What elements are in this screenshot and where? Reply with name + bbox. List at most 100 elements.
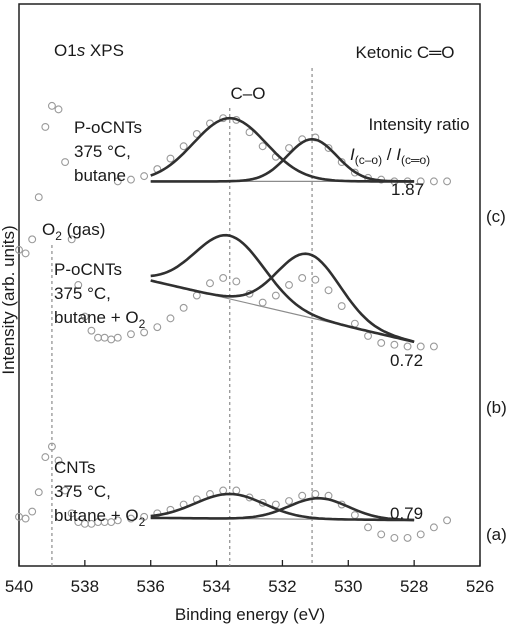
data-point — [416, 177, 425, 186]
data-point — [271, 291, 280, 300]
x-tick-label: 534 — [202, 577, 230, 596]
data-point — [140, 512, 149, 521]
label-a-line2: 375 °C, — [54, 482, 111, 501]
series-0 — [113, 114, 452, 186]
y-axis-title: Intensity (arb. units) — [0, 225, 18, 374]
data-point — [21, 514, 30, 523]
data-point — [47, 101, 56, 110]
ketonic-label: Ketonic C═O — [356, 43, 455, 62]
data-point — [337, 302, 346, 311]
x-tick-label: 538 — [71, 577, 99, 596]
data-point — [232, 277, 241, 286]
data-point — [41, 453, 50, 462]
data-point — [61, 486, 70, 495]
intensity-ratio-formula: I(c–o) / I(c═o) — [350, 145, 430, 167]
data-point — [80, 312, 89, 321]
x-tick-label: 540 — [5, 577, 33, 596]
data-point — [87, 326, 96, 335]
data-point — [232, 486, 241, 495]
data-point — [416, 530, 425, 539]
data-point — [21, 249, 30, 258]
data-point — [245, 128, 254, 137]
data-point — [403, 342, 412, 351]
data-point — [166, 314, 175, 323]
o2-gas-label: O2 (gas) — [42, 220, 105, 243]
data-point — [298, 274, 307, 282]
data-point — [113, 333, 122, 342]
series-tag-c: (c) — [486, 207, 506, 226]
label-b-line2: 375 °C, — [54, 284, 111, 303]
data-point — [113, 177, 122, 186]
data-point — [127, 514, 135, 523]
data-point — [47, 442, 56, 451]
series-1 — [15, 101, 438, 351]
data-point — [337, 158, 346, 167]
data-point — [219, 274, 228, 282]
data-point — [34, 488, 43, 497]
data-point — [377, 339, 386, 347]
label-b-line1: P-oCNTs — [54, 260, 122, 279]
fit-peak-1 — [150, 252, 415, 343]
data-point — [127, 175, 135, 184]
data-point — [74, 281, 83, 289]
data-point — [206, 279, 214, 288]
data-point — [298, 491, 307, 500]
reference-lines — [51, 68, 313, 566]
data-point — [403, 533, 412, 542]
data-point — [166, 154, 175, 163]
data-point — [429, 177, 438, 186]
data-point — [416, 342, 425, 351]
data-point — [390, 533, 399, 542]
label-c-line1: P-oCNTs — [74, 118, 142, 137]
x-tick-label: 526 — [466, 577, 494, 596]
data-point — [54, 456, 63, 465]
data-point — [127, 330, 135, 339]
data-point — [41, 122, 50, 131]
data-point — [153, 323, 162, 332]
data-point — [113, 516, 122, 525]
data-point — [364, 523, 372, 532]
data-point — [350, 319, 359, 328]
data-point — [285, 281, 293, 289]
ratio-value-b: 0.72 — [390, 351, 423, 370]
data-point — [364, 331, 372, 340]
x-axis-title: Binding energy (eV) — [175, 605, 325, 624]
data-point — [350, 511, 359, 520]
data-point — [377, 530, 386, 539]
data-point — [311, 275, 320, 284]
data-point — [100, 333, 109, 342]
data-point — [28, 235, 37, 244]
c-o-label: C–O — [231, 84, 266, 103]
x-tick-label: 536 — [137, 577, 165, 596]
fit-peak-1 — [150, 137, 415, 183]
series-2 — [15, 442, 452, 542]
data-point — [219, 486, 228, 495]
series-tag-a: (a) — [486, 525, 507, 544]
data-point — [34, 193, 43, 202]
x-tick-label: 530 — [334, 577, 362, 596]
plot-frame — [18, 3, 481, 567]
data-point — [192, 130, 201, 138]
ratio-value-a: 0.79 — [390, 504, 423, 523]
data-point — [443, 177, 452, 186]
data-point — [179, 303, 188, 312]
data-point — [311, 490, 320, 498]
fit-peak-0 — [150, 233, 415, 344]
x-axis-ticks: 540 538 536 534 532 530 528 526 — [5, 560, 494, 596]
data-point — [429, 523, 438, 532]
data-point — [107, 335, 116, 344]
x-tick-label: 532 — [268, 577, 296, 596]
data-point — [192, 291, 201, 300]
label-a-line3: butane + O2 — [54, 506, 146, 529]
data-point — [179, 142, 188, 151]
curves — [15, 101, 452, 542]
data-point — [140, 172, 149, 181]
data-point — [443, 516, 452, 525]
data-point — [61, 158, 70, 167]
intensity-ratio-header: Intensity ratio — [368, 115, 469, 134]
data-point — [324, 286, 333, 295]
data-point — [15, 245, 23, 254]
chart-title: O1s XPS — [54, 41, 124, 60]
x-tick-label: 528 — [400, 577, 428, 596]
